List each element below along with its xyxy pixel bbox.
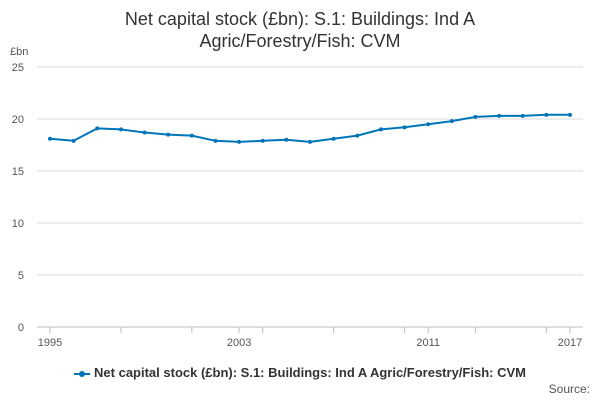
y-tick-label: 5 xyxy=(18,270,24,282)
y-axis-unit-label: £bn xyxy=(10,46,29,58)
x-tick-label: 1995 xyxy=(38,337,62,349)
source-label: Source: xyxy=(548,382,590,396)
x-tick-label: 2011 xyxy=(416,337,440,349)
data-point xyxy=(213,138,218,143)
y-tick-label: 15 xyxy=(12,166,24,178)
data-point xyxy=(95,126,100,131)
data-point xyxy=(355,133,360,138)
data-point xyxy=(308,139,312,144)
data-point xyxy=(48,136,52,141)
data-point xyxy=(402,125,407,130)
data-point xyxy=(544,112,549,117)
data-point xyxy=(71,138,76,143)
data-point xyxy=(568,112,572,117)
y-tick-label: 25 xyxy=(12,62,24,74)
data-point xyxy=(331,136,336,141)
data-point xyxy=(189,133,194,138)
data-point xyxy=(284,137,289,142)
y-tick-label: 0 xyxy=(18,322,24,334)
data-point xyxy=(449,119,454,124)
data-point xyxy=(142,130,147,135)
data-point xyxy=(260,138,265,143)
legend-series-marker xyxy=(74,369,91,379)
data-point xyxy=(166,132,171,137)
y-tick-label: 10 xyxy=(12,218,24,230)
data-point xyxy=(497,113,502,118)
data-point xyxy=(473,114,478,119)
chart-title-line-1: Net capital stock (£bn): S.1: Buildings:… xyxy=(124,9,476,29)
data-point xyxy=(378,127,383,132)
data-point xyxy=(520,113,525,118)
legend-series-label: Net capital stock (£bn): S.1: Buildings:… xyxy=(94,365,526,380)
data-point xyxy=(237,139,242,144)
x-tick-label: 2017 xyxy=(558,337,582,349)
data-point xyxy=(118,127,123,132)
chart-title-line-2: Agric/Forestry/Fish: CVM xyxy=(199,31,401,51)
y-tick-label: 20 xyxy=(12,114,24,126)
chart-legend[interactable]: Net capital stock (£bn): S.1: Buildings:… xyxy=(0,365,600,380)
x-tick-label: 2003 xyxy=(227,337,251,349)
data-point xyxy=(426,122,431,127)
